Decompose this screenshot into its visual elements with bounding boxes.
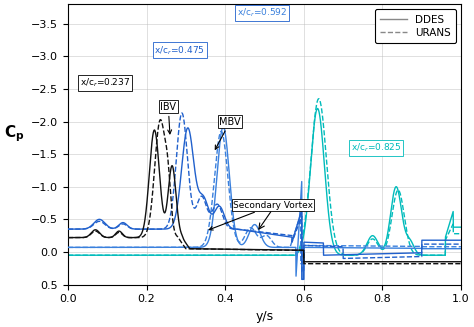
Text: MBV: MBV — [215, 117, 241, 149]
Text: x/c$_r$=0.592: x/c$_r$=0.592 — [237, 7, 287, 19]
Text: x/c$_r$=0.475: x/c$_r$=0.475 — [155, 44, 205, 57]
Y-axis label: $\bf{C_p}$: $\bf{C_p}$ — [4, 124, 25, 144]
X-axis label: y/s: y/s — [255, 310, 273, 323]
Text: Secondary Vortex: Secondary Vortex — [209, 200, 313, 230]
Text: x/c$_r$=0.825: x/c$_r$=0.825 — [351, 142, 401, 154]
Text: x/c$_r$=0.237: x/c$_r$=0.237 — [80, 77, 130, 89]
Legend: DDES, URANS: DDES, URANS — [375, 9, 456, 43]
Text: IBV: IBV — [160, 102, 176, 134]
